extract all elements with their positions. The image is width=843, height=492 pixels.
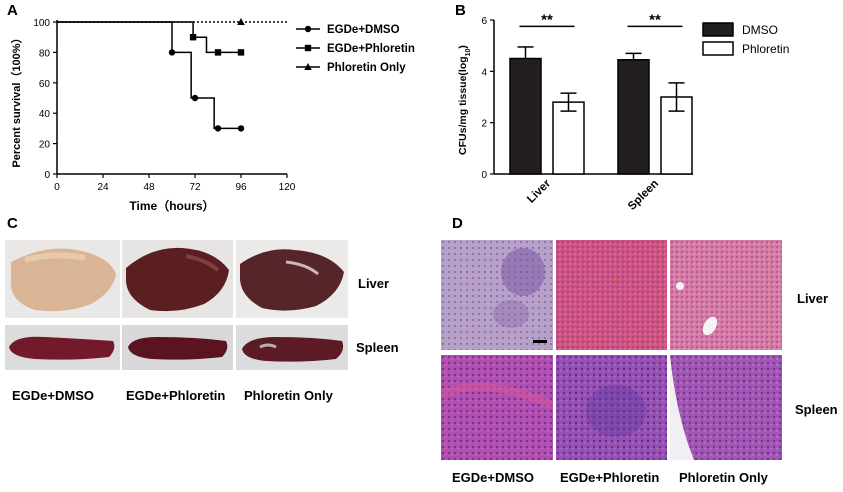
survival-point-egde-dmso xyxy=(237,125,245,132)
survival-point-phloretin-only xyxy=(237,18,245,25)
histology-liver-egde-phloretin xyxy=(556,240,667,350)
cfu-category-label: Liver xyxy=(525,177,553,205)
panel-d-row-label-liver: Liver xyxy=(797,291,829,306)
survival-legend-marker xyxy=(304,44,312,52)
panel-label-c: C xyxy=(7,215,18,232)
panel-c-row-label-spleen: Spleen xyxy=(356,340,399,355)
panel-d-col-label-phloretin-only: Phloretin Only xyxy=(679,470,768,485)
survival-x-tick-label: 48 xyxy=(143,182,155,193)
liver-photo-phloretin-only xyxy=(236,240,348,318)
panel-c-col-label-egde-dmso: EGDe+DMSO xyxy=(12,388,94,403)
histology-spleen-egde-phloretin xyxy=(556,355,667,460)
survival-x-axis-label: Time（hours） xyxy=(129,198,214,213)
survival-y-tick-label: 40 xyxy=(39,109,51,120)
survival-point-egde-phloretin xyxy=(189,34,197,41)
cfu-significance-label: ** xyxy=(649,11,661,28)
histology-liver-egde-dmso xyxy=(441,240,553,350)
survival-x-tick-label: 0 xyxy=(54,182,60,193)
survival-x-tick-label: 96 xyxy=(235,182,247,193)
cfu-y-tick-label: 6 xyxy=(481,16,487,27)
panel-d-col-label-egde-phloretin: EGDe+Phloretin xyxy=(560,470,660,485)
cfu-legend-label: DMSO xyxy=(742,23,778,37)
panel-c-row-label-liver: Liver xyxy=(358,276,390,291)
survival-point-egde-dmso xyxy=(168,49,176,56)
panel-label-a: A xyxy=(7,2,18,19)
panel-d-col-label-egde-dmso: EGDe+DMSO xyxy=(452,470,534,485)
survival-chart: 0 20 40 60 80 100 0 24 48 72 96 120 EGDe+DMSO EGDe+P… xyxy=(10,18,415,213)
cfu-legend-swatch xyxy=(702,22,734,37)
panel-c-col-label-egde-phloretin: EGDe+Phloretin xyxy=(126,388,226,403)
survival-line-egde-dmso xyxy=(57,21,241,130)
panel-label-b: B xyxy=(455,2,466,19)
cfu-legend-label: Phloretin xyxy=(742,42,789,56)
liver-photo-egde-dmso xyxy=(5,240,120,318)
cfu-bar-spleen-phloretin xyxy=(660,96,693,175)
spleen-photo-egde-dmso xyxy=(5,325,120,370)
cfu-bar-liver-dmso xyxy=(509,57,542,175)
cfu-bar-liver-phloretin xyxy=(552,101,585,175)
survival-y-tick-label: 20 xyxy=(39,140,51,151)
cfu-legend-swatch xyxy=(702,41,734,56)
cfu-bar-spleen-dmso xyxy=(617,59,650,175)
panel-d-row-label-spleen: Spleen xyxy=(795,402,838,417)
cfu-y-tick-label: 2 xyxy=(481,119,487,130)
survival-point-egde-dmso xyxy=(214,125,222,132)
survival-legend-label: EGDe+DMSO xyxy=(327,24,400,36)
cfu-category-label: Spleen xyxy=(626,178,661,213)
survival-x-tick-label: 120 xyxy=(279,182,296,193)
spleen-photo-phloretin-only xyxy=(236,325,348,370)
survival-point-egde-phloretin xyxy=(214,49,222,56)
survival-legend-label: Phloretin Only xyxy=(327,62,406,74)
survival-y-tick-label: 60 xyxy=(39,79,51,90)
panel-label-d: D xyxy=(452,215,463,232)
survival-point-egde-phloretin xyxy=(237,49,245,56)
cfu-significance-label: ** xyxy=(541,11,553,28)
liver-photo-egde-phloretin xyxy=(122,240,233,318)
survival-x-tick-label: 24 xyxy=(97,182,109,193)
histology-spleen-egde-dmso xyxy=(441,355,553,460)
survival-point-egde-dmso xyxy=(191,94,199,102)
survival-y-axis-label: Percent survival（100%） xyxy=(10,32,23,167)
survival-line-egde-phloretin xyxy=(57,21,241,54)
spleen-photo-egde-phloretin xyxy=(122,325,233,370)
survival-legend-marker xyxy=(304,25,312,33)
histology-spleen-phloretin-only xyxy=(670,355,782,460)
survival-x-tick-label: 72 xyxy=(189,182,201,193)
survival-legend-label: EGDe+Phloretin xyxy=(327,43,415,55)
survival-y-tick-label: 100 xyxy=(33,18,50,29)
survival-y-tick-label: 0 xyxy=(44,170,50,181)
cfu-y-tick-label: 4 xyxy=(481,67,487,78)
survival-legend-marker xyxy=(304,63,312,70)
panel-c-col-label-phloretin-only: Phloretin Only xyxy=(244,388,333,403)
survival-y-tick-label: 80 xyxy=(39,48,51,59)
cfu-y-tick-label: 0 xyxy=(481,170,487,181)
histology-liver-phloretin-only xyxy=(670,240,782,350)
cfu-bar-chart: 0 2 4 6 ** Liver ** Spleen DMSO Phloretin CFUs/… xyxy=(457,11,789,213)
cfu-y-axis-label: CFUs/mg tissue(log10) xyxy=(457,45,472,155)
